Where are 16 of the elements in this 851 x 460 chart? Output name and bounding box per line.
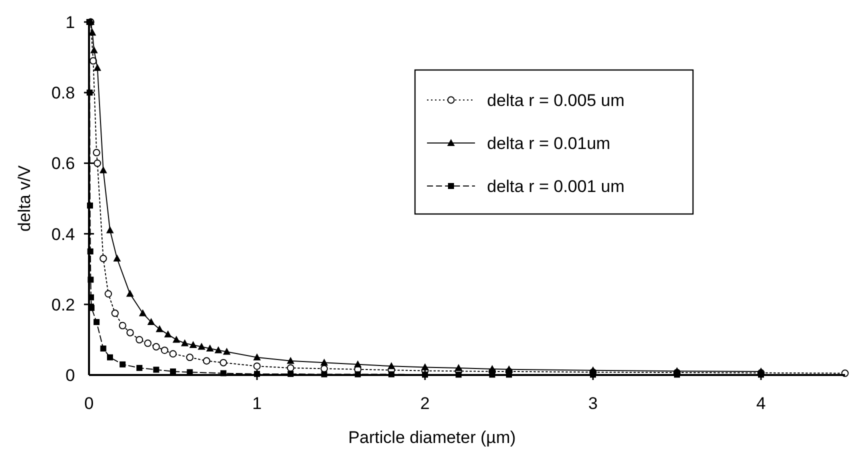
- y-tick-label: 0.4: [51, 224, 75, 244]
- y-tick-label: 1: [66, 12, 75, 32]
- x-tick-label: 4: [756, 394, 766, 413]
- legend-label: delta r = 0.01um: [487, 134, 610, 153]
- x-tick-label: 0: [84, 394, 94, 413]
- y-tick-label: 0: [66, 366, 75, 385]
- legend-label: delta r = 0.005 um: [487, 90, 625, 110]
- y-tick-label: 0.6: [51, 154, 75, 174]
- y-axis-title: delta v/V: [15, 164, 34, 232]
- x-tick-label: 3: [588, 394, 598, 413]
- x-tick-label: 2: [420, 394, 430, 413]
- legend-label: delta r = 0.001 um: [487, 176, 625, 196]
- x-axis-title: Particle diameter (µm): [348, 428, 516, 447]
- y-tick-label: 0.8: [51, 84, 75, 103]
- y-tick-label: 0.2: [51, 295, 75, 314]
- x-tick-label: 1: [252, 394, 262, 413]
